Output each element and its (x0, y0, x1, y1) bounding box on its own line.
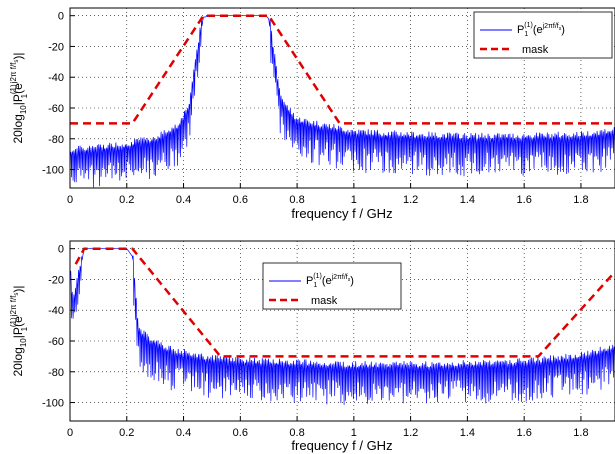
x-tick-label: 1.2 (403, 194, 418, 206)
top-legend-box (473, 11, 613, 59)
bottom-axes-frame (69, 240, 615, 422)
bottom-legend-mask-label: mask (311, 295, 338, 307)
bottom-y-ticks: 0 -20 -40 -60 -80 -100 (42, 244, 75, 410)
y-tick-label: -100 (42, 165, 64, 177)
x-tick-label: 0.8 (289, 427, 304, 439)
top-x-axis-label: frequency f / GHz (291, 206, 392, 221)
x-tick-label: 0.4 (176, 427, 191, 439)
top-subplot: 0 -20 -40 -60 -80 -100 0 0.2 0.4 0.6 0.8 1 1.2 1.4 1.… (9, 7, 615, 221)
y-tick-label: -20 (48, 274, 64, 286)
x-tick-label: 0 (67, 427, 73, 439)
mask-line (70, 14, 615, 125)
bottom-x-axis-label: frequency f / GHz (291, 438, 392, 453)
x-tick-label: 0.2 (119, 194, 134, 206)
y-tick-label: 0 (58, 244, 64, 256)
top-y-axis-label: 20log10|P(1)1(ej2π f/fs)| (9, 52, 29, 143)
top-x-ticks: 0 0.2 0.4 0.6 0.8 1 1.2 1.4 1.6 1.8 (67, 183, 589, 206)
bottom-y-axis-label: 20log10|P(1)1(ej2π f/fs)| (9, 285, 29, 376)
bottom-x-ticks: 0 0.2 0.4 0.6 0.8 1 1.2 1.4 1.6 1.8 (67, 416, 589, 439)
y-tick-label: -60 (48, 103, 64, 115)
y-tick-label: 0 (58, 11, 64, 23)
bottom-signal-series (69, 248, 615, 405)
bottom-legend-box (262, 262, 402, 310)
y-tick-label: -20 (48, 41, 64, 53)
x-tick-label: 1.8 (573, 427, 588, 439)
top-y-ticks: 0 -20 -40 -60 -80 -100 (42, 11, 75, 177)
x-tick-label: 0.2 (119, 427, 134, 439)
signal-line (69, 248, 615, 405)
top-legend-mask-label: mask (522, 44, 549, 56)
bottom-legend: P1(1)(ej2πf/fs) mask (262, 262, 402, 310)
x-tick-label: 0.6 (233, 194, 248, 206)
x-tick-label: 1.4 (460, 427, 475, 439)
y-tick-label: -40 (48, 72, 64, 84)
x-tick-label: 1.6 (517, 194, 532, 206)
top-signal-series (69, 15, 615, 188)
x-tick-label: 0.4 (176, 194, 191, 206)
y-tick-label: -80 (48, 134, 64, 146)
top-legend: P1(1)(ej2πf/fs) mask (473, 11, 613, 59)
mask-line (74, 247, 615, 358)
y-tick-label: -40 (48, 305, 64, 317)
x-tick-label: 0 (67, 194, 73, 206)
x-tick-label: 0.6 (233, 427, 248, 439)
x-tick-label: 1 (351, 194, 357, 206)
bottom-legend-series-label: P1(1)(ej2πf/fs) (306, 273, 354, 289)
bottom-mask-series (74, 247, 615, 358)
x-tick-label: 1.2 (403, 427, 418, 439)
x-tick-label: 1.8 (573, 194, 588, 206)
bottom-subplot: 0 -20 -40 -60 -80 -100 0 0.2 0.4 0.6 0.8 1 1.2 1.4 1.… (9, 240, 615, 453)
x-tick-label: 1.6 (517, 427, 532, 439)
top-mask-series (70, 14, 615, 125)
y-tick-label: -80 (48, 367, 64, 379)
signal-line (69, 15, 615, 188)
y-tick-label: -100 (42, 398, 64, 410)
x-tick-label: 0.8 (289, 194, 304, 206)
x-tick-label: 1.4 (460, 194, 475, 206)
y-tick-label: -60 (48, 336, 64, 348)
x-tick-label: 1 (351, 427, 357, 439)
top-axes-frame (69, 7, 615, 189)
top-legend-series-label: P1(1)(ej2πf/fs) (517, 22, 565, 38)
